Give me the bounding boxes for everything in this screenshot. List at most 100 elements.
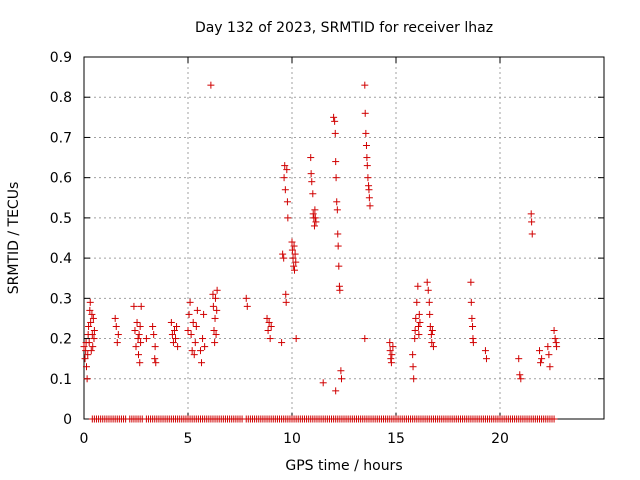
y-tick-label: 0.3 [50,291,72,307]
data-point [173,322,181,330]
data-point [209,290,217,298]
data-point [481,347,489,355]
data-point [283,198,291,206]
data-point [112,322,120,330]
data-point [363,154,371,162]
data-point [113,339,121,347]
data-point [361,335,369,343]
data-point [86,306,94,314]
data-point [282,290,290,298]
data-point [213,286,221,294]
data-point [280,254,288,262]
data-point [469,339,477,347]
data-point [330,113,338,121]
x-tick-label: 10 [283,431,301,447]
data-point [133,318,141,326]
data-point [536,347,544,355]
data-point [265,318,273,326]
data-point [553,343,561,351]
data-point [333,198,341,206]
data-point [131,327,139,335]
data-point [307,154,315,162]
y-tick-label: 0.8 [50,90,72,106]
data-point [331,129,339,137]
y-axis-label: SRMTID / TECUs [6,182,22,295]
data-point [386,339,394,347]
data-point [211,339,219,347]
data-point [311,214,319,222]
data-point [361,109,369,117]
data-point [170,327,178,335]
data-point [196,347,204,355]
data-point [278,339,286,347]
data-point [193,306,201,314]
data-point [111,314,119,322]
data-point [80,343,88,351]
data-point [292,258,300,266]
data-point [292,335,300,343]
data-point [365,186,373,194]
data-point [89,343,97,351]
data-point [279,250,287,258]
data-point [335,262,343,270]
data-point [425,298,433,306]
data-point [413,298,421,306]
data-point [86,298,94,306]
data-point [201,343,209,351]
data-point [411,335,419,343]
data-point [387,359,395,367]
data-point [212,331,220,339]
data-point [174,343,182,351]
data-point [87,347,95,355]
data-point [242,294,250,302]
data-point [365,194,373,202]
data-point [263,314,271,322]
data-point [191,339,199,347]
data-point [81,355,89,363]
data-point [412,314,420,322]
axis-ticks: 0 0.1 0.2 0.3 0.4 0.5 0.6 0.7 0.8 0.9 0 5 10 15 20 [50,50,604,447]
data-point [87,318,95,326]
y-tick-label: 0.1 [50,372,72,388]
data-point [429,343,437,351]
data-point [366,202,374,210]
data-point [85,339,93,347]
data-point [333,206,341,214]
data-point [132,343,140,351]
data-point [411,327,419,335]
data-point [83,375,91,383]
data-point [84,351,92,359]
data-point [469,322,477,330]
data-point [467,298,475,306]
data-point [243,302,251,310]
data-point [528,218,536,226]
data-point [82,363,90,371]
data-point [289,254,297,262]
data-point [85,322,93,330]
data-point [169,339,177,347]
data-point [142,335,150,343]
data-point [312,218,320,226]
chart-title: Day 132 of 2023, SRMTID for receiver lha… [195,20,493,36]
data-point [151,355,159,363]
data-point [210,327,218,335]
data-point [284,214,292,222]
data-point [192,322,200,330]
y-tick-label: 0.7 [50,130,72,146]
data-point [409,363,417,371]
data-point [426,310,434,318]
data-point [415,310,423,318]
data-point [336,286,344,294]
data-point [428,327,436,335]
data-point [424,286,432,294]
data-point [428,339,436,347]
data-point [89,314,97,322]
data-point [427,331,435,339]
data-point [281,162,289,170]
data-point [188,347,196,355]
data-point [389,343,397,351]
data-point [264,327,272,335]
data-point [290,242,298,250]
data-point [114,331,122,339]
